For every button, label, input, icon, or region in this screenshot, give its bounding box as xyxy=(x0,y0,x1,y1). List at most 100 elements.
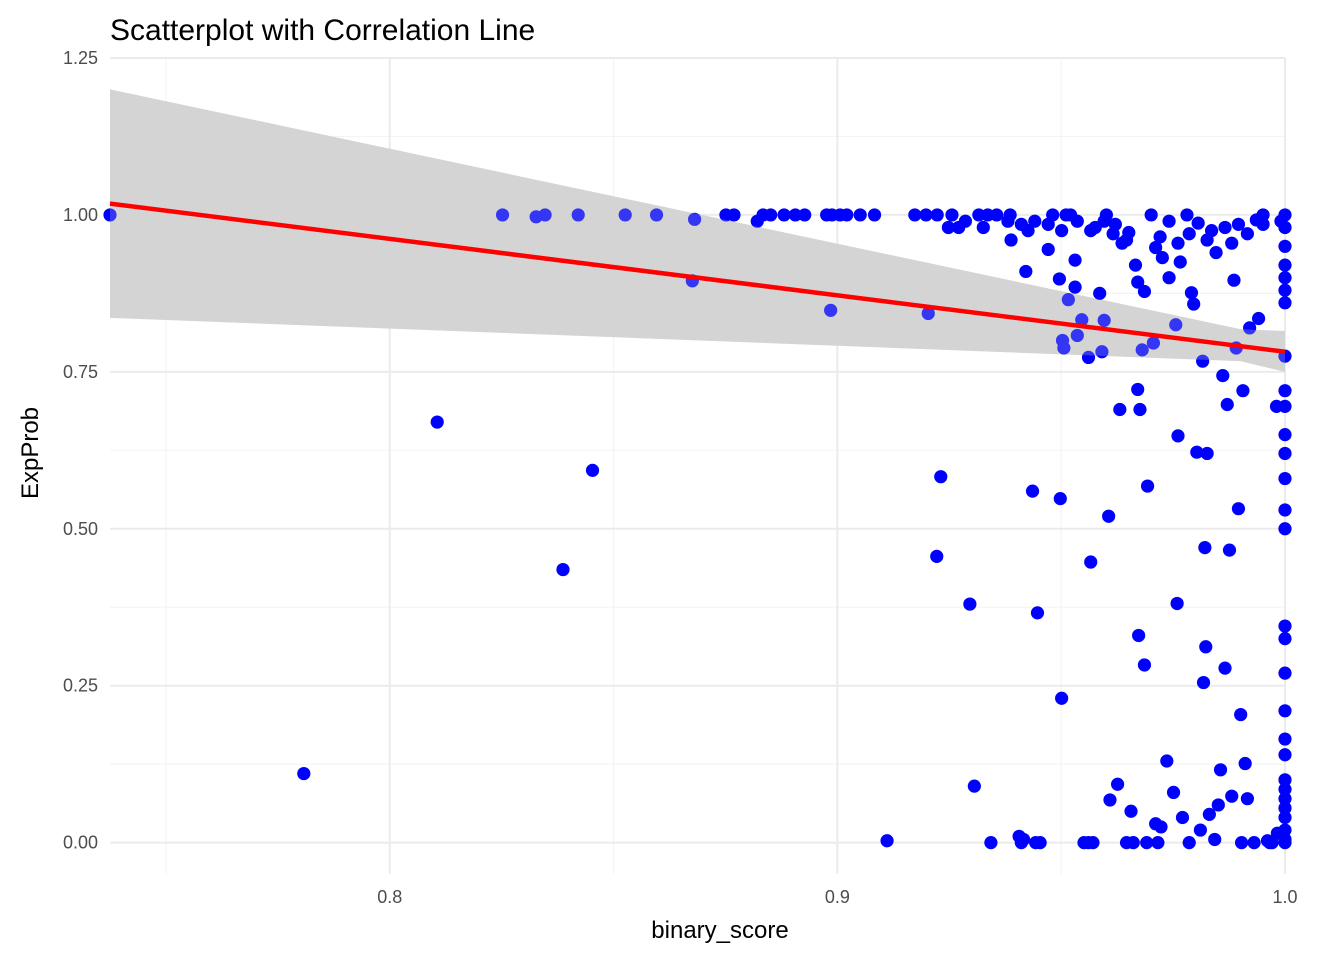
y-axis-label: ExpProb xyxy=(17,407,44,499)
data-point xyxy=(618,208,632,222)
data-point xyxy=(1004,233,1018,247)
data-point xyxy=(1144,208,1158,222)
data-point xyxy=(1278,220,1292,235)
data-point xyxy=(1190,445,1204,459)
data-point xyxy=(1200,233,1214,247)
data-point xyxy=(1175,810,1190,825)
data-point xyxy=(1278,792,1292,806)
data-point xyxy=(1208,832,1222,847)
x-axis-label: binary_score xyxy=(651,917,788,944)
data-point xyxy=(1278,773,1292,787)
data-point xyxy=(1160,754,1174,768)
gridlines xyxy=(110,57,1286,874)
x-tick-label: 0.9 xyxy=(825,887,850,907)
data-point xyxy=(1019,264,1033,279)
data-point xyxy=(1135,343,1149,357)
data-point xyxy=(1137,284,1152,299)
x-tick-label: 0.8 xyxy=(377,887,402,907)
data-point xyxy=(1170,596,1184,611)
regression-line xyxy=(109,201,1286,354)
data-point xyxy=(1154,820,1168,834)
data-point xyxy=(1132,628,1146,643)
data-point xyxy=(1122,225,1136,240)
data-point xyxy=(1231,502,1246,516)
chart-title: Scatterplot with Correlation Line xyxy=(110,14,535,47)
data-point xyxy=(1278,666,1292,680)
data-point xyxy=(1278,748,1292,762)
data-point xyxy=(1225,789,1239,803)
data-point xyxy=(1081,836,1096,850)
data-point xyxy=(1162,214,1176,228)
data-point xyxy=(1052,272,1066,286)
data-point xyxy=(1140,479,1155,493)
data-point xyxy=(930,549,944,563)
data-point xyxy=(1278,522,1292,536)
data-point xyxy=(556,562,570,577)
data-point xyxy=(1057,341,1071,355)
confidence-band xyxy=(110,89,1285,372)
data-point xyxy=(1200,446,1214,461)
data-point xyxy=(585,463,600,477)
data-point xyxy=(1234,836,1249,850)
data-point xyxy=(1166,785,1181,800)
data-points xyxy=(103,89,1292,850)
data-point xyxy=(1075,313,1089,327)
data-point xyxy=(1053,492,1067,506)
data-point xyxy=(1234,707,1248,722)
data-point xyxy=(1225,236,1239,250)
data-point xyxy=(1278,503,1292,517)
data-point xyxy=(1182,836,1196,850)
data-point xyxy=(1278,471,1292,486)
data-point xyxy=(1131,382,1145,397)
data-point xyxy=(1146,336,1160,350)
data-point xyxy=(777,208,791,222)
data-point xyxy=(1149,240,1163,255)
data-point xyxy=(1256,217,1270,231)
data-point xyxy=(1084,555,1098,569)
data-point xyxy=(1041,242,1055,257)
data-point xyxy=(1270,826,1284,840)
data-point xyxy=(1084,224,1098,238)
data-point xyxy=(880,834,894,848)
data-point xyxy=(1247,836,1261,850)
data-point xyxy=(1278,704,1292,718)
data-point xyxy=(103,208,117,222)
data-point xyxy=(1202,807,1216,821)
data-point xyxy=(1055,691,1069,705)
data-point xyxy=(1227,273,1241,287)
data-point xyxy=(921,306,935,321)
data-point xyxy=(798,208,812,222)
data-point xyxy=(1238,756,1252,771)
data-point xyxy=(1113,402,1127,417)
data-point xyxy=(1218,661,1232,675)
data-point xyxy=(727,208,741,222)
data-point xyxy=(1278,283,1292,297)
data-point xyxy=(840,208,854,222)
confidence-band-overlay xyxy=(110,89,1285,372)
data-point xyxy=(1240,792,1254,806)
data-point xyxy=(1220,397,1234,412)
data-point xyxy=(1278,271,1292,285)
data-point xyxy=(1278,446,1292,461)
data-point xyxy=(1068,253,1082,267)
data-point xyxy=(1103,793,1117,807)
data-point xyxy=(1124,804,1138,818)
data-point xyxy=(1155,251,1169,265)
data-point xyxy=(1081,350,1096,365)
data-point xyxy=(538,208,552,222)
data-point xyxy=(1240,227,1254,241)
data-point xyxy=(297,766,311,781)
data-point xyxy=(930,208,944,222)
data-point xyxy=(1196,675,1211,690)
data-point xyxy=(1137,658,1152,672)
data-point xyxy=(1211,798,1225,812)
data-point xyxy=(853,208,867,222)
data-point xyxy=(1278,384,1292,398)
data-point xyxy=(687,212,702,226)
data-point xyxy=(571,208,585,222)
data-point xyxy=(495,208,510,222)
data-point xyxy=(908,208,922,222)
data-point xyxy=(1151,836,1165,850)
data-point xyxy=(1193,823,1207,837)
data-point xyxy=(1216,369,1230,383)
